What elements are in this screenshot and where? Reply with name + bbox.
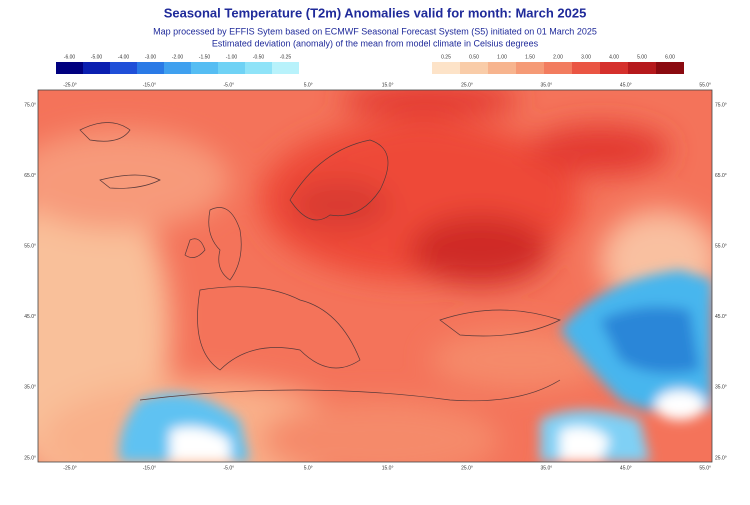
description: Estimated deviation (anomaly) of the mea… — [212, 38, 539, 48]
lon-label: 45.0° — [620, 82, 632, 88]
lon-label: 55.0° — [699, 465, 711, 471]
map — [38, 90, 712, 462]
lat-label: 75.0° — [24, 102, 36, 108]
legend-label: -2.00 — [172, 54, 184, 60]
legend-label: 2.00 — [553, 54, 563, 60]
lon-label: 35.0° — [541, 465, 553, 471]
legend-swatch — [245, 62, 272, 74]
lat-label: 25.0° — [24, 455, 36, 461]
legend-label: 0.50 — [469, 54, 479, 60]
lon-label: -15.0° — [143, 82, 156, 88]
anomaly-field — [38, 90, 712, 462]
lon-label: -5.0° — [223, 465, 234, 471]
legend-label: -5.00 — [91, 54, 103, 60]
legend-swatch — [628, 62, 656, 74]
legend-label: 4.00 — [609, 54, 619, 60]
legend-swatch — [460, 62, 488, 74]
cold-anomalies — [119, 270, 712, 462]
lon-label: 25.0° — [461, 82, 473, 88]
lon-label: 15.0° — [382, 465, 394, 471]
legend-swatch — [110, 62, 137, 74]
lon-label: -15.0° — [143, 465, 156, 471]
legend-label: 6.00 — [665, 54, 675, 60]
legend-label: -1.00 — [226, 54, 238, 60]
map-frame — [37, 89, 713, 463]
legend-swatch — [137, 62, 164, 74]
lat-label: 55.0° — [715, 244, 727, 250]
lon-label: 25.0° — [461, 465, 473, 471]
legend-label: 1.00 — [497, 54, 507, 60]
legend-label: 1.50 — [525, 54, 535, 60]
title: Seasonal Temperature (T2m) Anomalies val… — [164, 5, 587, 20]
coastlines — [79, 122, 561, 402]
legend-negative: -6.00 -5.00 -4.00 -3.00 -2.00 -1.50 -1.00 -0.50… — [56, 54, 299, 74]
legend-swatch — [516, 62, 544, 74]
legend-swatch — [164, 62, 191, 74]
legend-label: -0.25 — [280, 54, 292, 60]
legend-label: -3.00 — [145, 54, 157, 60]
legend-swatch — [572, 62, 600, 74]
lon-label: 5.0° — [304, 82, 313, 88]
lat-label: 45.0° — [715, 314, 727, 320]
lat-label: 55.0° — [24, 244, 36, 250]
lon-label: -5.0° — [223, 82, 234, 88]
lat-label: 35.0° — [24, 385, 36, 391]
lat-label: 25.0° — [715, 455, 727, 461]
lon-label: 15.0° — [382, 82, 394, 88]
lat-label: 45.0° — [24, 314, 36, 320]
lon-label: 5.0° — [304, 465, 313, 471]
legend-positive: 0.25 0.50 1.00 1.50 2.00 3.00 4.00 5.00 6.00 — [432, 54, 684, 74]
lat-label: 75.0° — [715, 102, 727, 108]
legend-swatch — [191, 62, 218, 74]
legend-swatch — [488, 62, 516, 74]
legend-label: -6.00 — [64, 54, 76, 60]
legend-swatch — [656, 62, 684, 74]
lon-label: 45.0° — [620, 465, 632, 471]
lon-label: 35.0° — [541, 82, 553, 88]
lat-label: 35.0° — [715, 385, 727, 391]
legend-swatch — [218, 62, 245, 74]
legend-label: 3.00 — [581, 54, 591, 60]
lon-label: -25.0° — [63, 465, 76, 471]
legend-swatch — [544, 62, 572, 74]
subtitle: Map processed by EFFIS Sytem based on EC… — [153, 26, 597, 36]
lat-label: 65.0° — [715, 173, 727, 179]
map-axes: -25.0° -25.0° -15.0° -15.0° -5.0° -5.0° 5.0° 5.… — [24, 82, 726, 471]
legend-swatch — [272, 62, 299, 74]
legend-swatch — [600, 62, 628, 74]
legend-label: -1.50 — [199, 54, 211, 60]
lat-label: 65.0° — [24, 173, 36, 179]
legend-label: 0.25 — [441, 54, 451, 60]
legend-swatch — [83, 62, 110, 74]
lon-label: 55.0° — [699, 82, 711, 88]
lon-label: -25.0° — [63, 82, 76, 88]
legend-label: -0.50 — [253, 54, 265, 60]
legend-label: -4.00 — [118, 54, 130, 60]
legend-label: 5.00 — [637, 54, 647, 60]
legend-swatch — [432, 62, 460, 74]
legend-swatch — [56, 62, 83, 74]
